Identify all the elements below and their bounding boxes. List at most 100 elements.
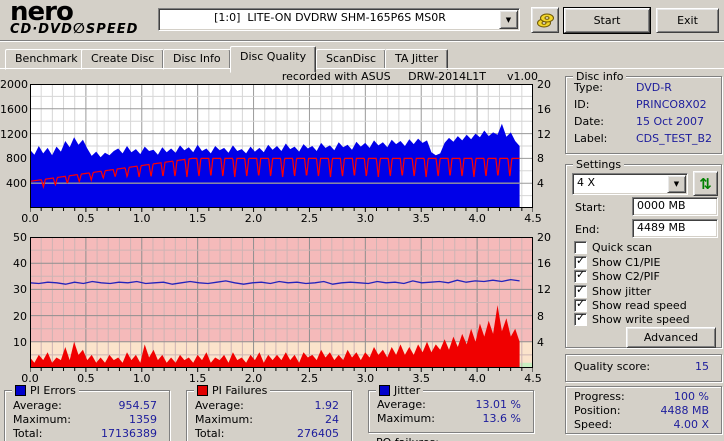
disc-info-label: Date: (574, 115, 604, 128)
recorded-with-label: recorded with ASUS DRW-2014L1T v1.00 (281, 70, 538, 83)
advanced-button[interactable]: Advanced (626, 327, 716, 348)
checkbox-show-c2-pif[interactable]: Show C2/PIF (574, 268, 660, 283)
disc-info-label: Label: (574, 132, 608, 145)
end-field[interactable]: 4489 MB (632, 219, 718, 238)
disc-info-group: Disc info Type: DVD-R ID: PRINCO8X02 Date:… (565, 70, 722, 154)
axis-tick-label: 0.5 (77, 372, 95, 385)
axis-tick-label: 20 (537, 231, 551, 244)
disc-info-value: CDS_TEST_B2 (636, 132, 713, 145)
checkbox-show-write-speed[interactable]: Show write speed (574, 311, 690, 326)
axis-tick-label: 2.5 (300, 372, 319, 385)
speed-value: 4.00 X (673, 418, 709, 431)
write-speed-series (30, 157, 520, 190)
axis-tick-label: 40 (13, 257, 27, 271)
start-field[interactable]: 0000 MB (632, 197, 718, 216)
axis-tick-label: 20 (537, 78, 551, 91)
axis-tick-label: 16 (537, 257, 551, 271)
tab-create-disc[interactable]: Create Disc (81, 49, 165, 70)
axis-tick-label: 3.5 (412, 372, 430, 385)
axis-tick-label: 1200 (0, 127, 28, 141)
pi-failures-chart-svg (29, 237, 534, 372)
drive-select-dropdown-arrow[interactable]: ▼ (499, 10, 518, 29)
settings-title: Settings (573, 158, 625, 171)
drive-select[interactable]: [1:0] LITE-ON DVDRW SHM-165P6S MS0R ▼ (158, 8, 520, 31)
disc-info-label: Type: (574, 81, 603, 94)
tab-content-top-edge (0, 68, 724, 69)
pi-failures-legend-swatch (197, 385, 208, 396)
axis-tick-label: 8 (537, 152, 544, 166)
position-label: Position: (574, 404, 621, 417)
disc-glyph-icon: ∅ (72, 21, 86, 37)
axis-tick-label: 3.0 (356, 212, 375, 225)
axis-tick-label: 2.0 (244, 372, 263, 385)
axis-tick-label: 20 (13, 309, 27, 323)
axis-tick-label: 2.5 (300, 212, 319, 225)
tab-benchmark[interactable]: Benchmark (5, 49, 88, 70)
exit-button[interactable]: Exit (656, 8, 719, 33)
checkbox-quick-scan[interactable]: Quick scan (574, 241, 652, 254)
tab-disc-info[interactable]: Disc Info (163, 49, 231, 70)
progress-panel: Progress: 100 % Position: 4488 MB Speed: 4.… (565, 386, 722, 434)
tab-disc-quality[interactable]: Disc Quality (230, 46, 317, 73)
disc-info-value: DVD-R (636, 81, 672, 94)
axis-tick-label: 3.5 (412, 212, 430, 225)
axis-tick-label: 4.5 (524, 212, 542, 225)
speed-label: Speed: (574, 418, 613, 431)
axis-tick-label: 0.0 (21, 372, 39, 385)
axis-tick-label: 12 (537, 283, 551, 297)
axis-tick-label: 12 (537, 127, 551, 141)
tab-ta-jitter[interactable]: TA Jitter (385, 49, 449, 70)
scan-speed-value: 4 X (577, 176, 596, 189)
discs-icon (537, 13, 554, 28)
start-button[interactable]: Start (563, 7, 651, 34)
stat-value: 13.01 % (475, 398, 521, 411)
disc-info-label: ID: (574, 98, 590, 111)
position-value: 4488 MB (660, 404, 709, 417)
progress-value: 100 % (674, 390, 709, 403)
tab-scandisc[interactable]: ScanDisc (316, 49, 387, 70)
checkbox-show-c1-pie[interactable]: Show C1/PIE (574, 254, 660, 269)
pi-errors-panel: PI Errors Average: 954.57 Maximum: 1359 To… (4, 384, 170, 441)
end-field-label: End: (575, 223, 600, 236)
pi-failures-series (30, 305, 520, 368)
refresh-button[interactable]: ⇅ (693, 171, 718, 196)
pi-errors-series (30, 123, 520, 208)
discs-button[interactable] (531, 7, 559, 33)
axis-tick-label: 4.5 (524, 372, 542, 385)
scan-speed-dropdown-arrow[interactable]: ▼ (667, 175, 686, 193)
checkbox-show-read-speed[interactable]: Show read speed (574, 297, 687, 312)
axis-tick-label: 0.0 (21, 212, 39, 225)
stat-label: Total: (195, 427, 225, 440)
stat-label: Maximum: (195, 413, 253, 426)
nero-logo: nero CD·DVD∅SPEED (10, 0, 138, 37)
pi-errors-chart-svg (29, 84, 534, 212)
axis-tick-label: 50 (13, 231, 27, 244)
settings-group: Settings 4 X ▼ ⇅ Start: 0000 MB End: 448… (565, 158, 722, 348)
pi-errors-chart (29, 84, 534, 215)
stat-value: 1.92 (314, 399, 340, 412)
disc-info-value: 15 Oct 2007 (636, 115, 705, 128)
checkbox-show-jitter[interactable]: Show jitter (574, 283, 651, 298)
scan-speed-select[interactable]: 4 X ▼ (572, 173, 688, 195)
axis-tick-label: 10 (13, 335, 27, 349)
po-failures-label: PO failures: (376, 436, 439, 441)
axis-tick-label: 0.5 (77, 212, 95, 225)
axis-tick-label: 1.0 (133, 212, 151, 225)
axis-tick-label: 1.5 (188, 372, 207, 385)
checkbox-box[interactable] (574, 311, 587, 326)
pi-failures-jitter-chart (29, 237, 534, 375)
start-field-label: Start: (575, 201, 606, 214)
drive-select-value: [1:0] LITE-ON DVDRW SHM-165P6S MS0R (214, 11, 446, 24)
axis-tick-label: 2000 (0, 78, 28, 91)
checkbox-box[interactable] (574, 268, 587, 283)
jitter-legend-swatch (379, 385, 390, 396)
quality-score-panel: Quality score: 15 (565, 354, 722, 382)
stat-value: 24 (325, 413, 339, 426)
axis-tick-label: 1.5 (188, 212, 207, 225)
axis-tick-label: 800 (6, 152, 27, 166)
stat-label: Total: (13, 427, 43, 440)
checkbox-box[interactable] (574, 241, 587, 254)
stat-value: 17136389 (101, 427, 157, 440)
disc-info-title: Disc info (573, 70, 627, 83)
